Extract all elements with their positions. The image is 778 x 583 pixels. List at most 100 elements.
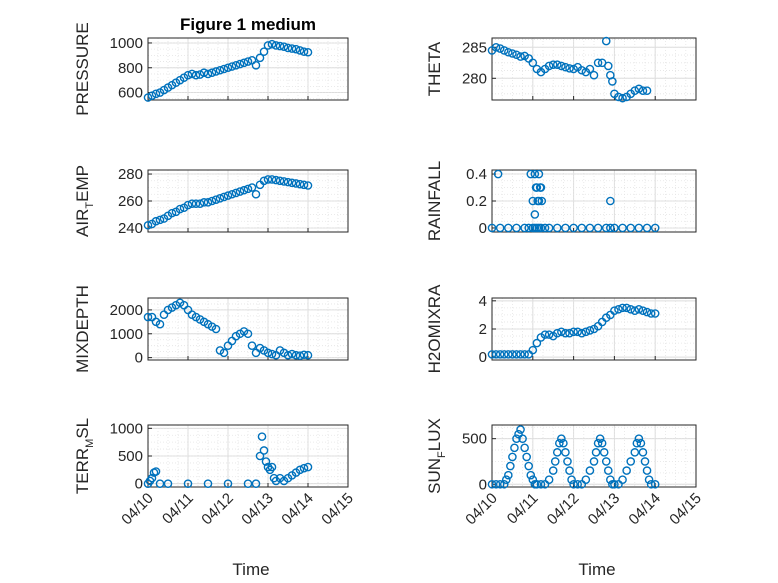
- data-point: [287, 44, 297, 53]
- data-point: [573, 327, 582, 337]
- y-tick-label: 0.2: [466, 193, 487, 210]
- y-tick-label: 285: [462, 39, 487, 56]
- data-point: [203, 479, 213, 488]
- data-point: [618, 475, 627, 485]
- y-axis-label-subscript: M: [84, 439, 96, 448]
- data-point: [516, 52, 525, 61]
- data-point: [601, 36, 611, 46]
- data-point: [536, 479, 546, 489]
- data-point: [219, 348, 229, 358]
- data-point: [303, 47, 313, 57]
- data-point: [493, 169, 503, 179]
- data-point: [207, 68, 217, 78]
- data-point: [495, 479, 505, 489]
- data-point: [540, 330, 550, 339]
- axes-box: [147, 37, 349, 101]
- data-point: [557, 434, 566, 443]
- data-point: [263, 41, 273, 50]
- data-point: [585, 64, 595, 74]
- data-point: [610, 306, 619, 315]
- data-point: [199, 68, 209, 78]
- data-point: [530, 169, 540, 179]
- data-point: [638, 448, 648, 457]
- data-point: [626, 223, 636, 233]
- data-point: [552, 60, 562, 69]
- data-point: [544, 475, 554, 485]
- data-point: [577, 65, 587, 75]
- data-point: [526, 169, 536, 179]
- data-point: [552, 223, 562, 233]
- data-point: [518, 434, 527, 443]
- data-point: [504, 350, 513, 359]
- data-point: [495, 350, 505, 359]
- data-point: [593, 438, 603, 448]
- y-tick-label: 800: [118, 60, 143, 77]
- y-tick-label: 1000: [110, 35, 143, 52]
- data-point: [540, 223, 550, 233]
- y-axis-label-main: AIR: [73, 209, 92, 237]
- data-point: [581, 327, 591, 337]
- subplot-pressure: 600 800 1000 PRESSURE Figure 1 medium: [73, 15, 349, 116]
- data-point: [223, 63, 233, 73]
- data-point: [183, 200, 193, 210]
- data-point: [275, 176, 285, 186]
- x-tick-label: 04/15: [318, 490, 357, 529]
- data-point: [634, 223, 644, 233]
- data-point: [510, 443, 519, 453]
- data-point: [557, 61, 566, 71]
- data-point: [520, 443, 529, 453]
- data-point: [557, 327, 566, 337]
- data-point: [291, 44, 301, 54]
- data-point: [279, 177, 289, 186]
- data-point: [630, 448, 640, 457]
- data-point: [219, 64, 229, 74]
- data-point: [622, 466, 631, 475]
- data-point: [528, 196, 538, 206]
- data-point: [537, 196, 547, 206]
- data-point: [235, 59, 245, 69]
- data-point: [211, 67, 221, 76]
- data-point: [644, 475, 654, 485]
- data-point: [555, 438, 564, 448]
- data-point: [610, 479, 619, 489]
- data-point: [563, 457, 572, 466]
- data-point: [524, 223, 534, 233]
- data-point: [610, 223, 619, 233]
- data-point: [501, 475, 511, 485]
- data-point: [603, 466, 613, 475]
- data-point: [175, 204, 185, 214]
- data-point: [532, 479, 542, 489]
- data-point: [512, 50, 521, 60]
- data-point: [299, 180, 309, 190]
- data-point: [569, 64, 578, 74]
- data-point: [271, 175, 281, 185]
- data-point: [534, 169, 544, 179]
- data-point: [552, 328, 562, 338]
- data-point: [524, 461, 534, 471]
- data-point: [622, 303, 631, 313]
- data-point: [595, 434, 605, 443]
- data-point: [203, 69, 213, 79]
- y-tick-label: 2000: [110, 302, 143, 319]
- data-point: [255, 53, 265, 63]
- data-point: [593, 58, 603, 68]
- data-point: [487, 223, 497, 233]
- y-axis-label-main: RAINFALL: [425, 161, 444, 241]
- x-axis-label: Time: [578, 560, 615, 579]
- data-point: [508, 49, 517, 58]
- data-point: [143, 93, 153, 102]
- subplot-rainfall: 0 0.2 0.4 RAINFALL: [425, 161, 697, 241]
- data-point: [491, 479, 501, 489]
- data-point: [646, 479, 656, 489]
- data-point: [601, 223, 611, 233]
- data-point: [577, 328, 587, 338]
- data-point: [267, 349, 277, 359]
- data-point: [257, 432, 267, 441]
- data-point: [561, 223, 570, 233]
- x-tick-label: 04/13: [238, 490, 277, 529]
- data-point: [291, 179, 301, 188]
- data-point: [646, 309, 656, 318]
- data-point: [155, 479, 165, 488]
- y-tick-label: 500: [462, 431, 487, 448]
- data-point: [614, 304, 623, 314]
